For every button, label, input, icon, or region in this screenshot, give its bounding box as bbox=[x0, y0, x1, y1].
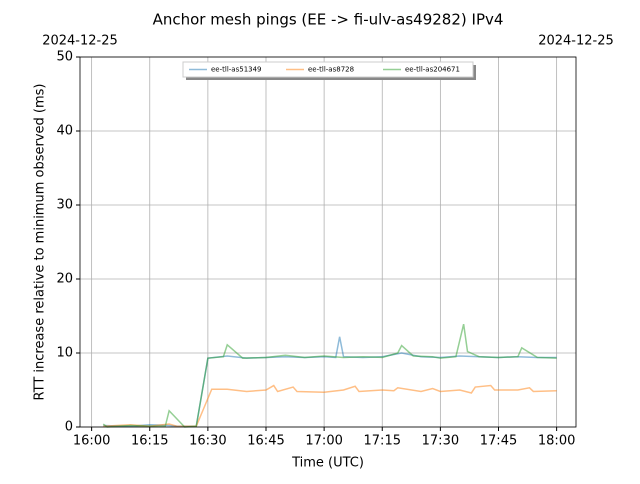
y-tick-label: 30 bbox=[56, 198, 73, 213]
chart-title: Anchor mesh pings (EE -> fi-ulv-as49282)… bbox=[153, 11, 504, 29]
y-axis-label: RTT increase relative to minimum observe… bbox=[33, 84, 48, 401]
series-line bbox=[102, 323, 557, 428]
x-tick-label: 17:00 bbox=[305, 434, 342, 449]
x-axis-label: Time (UTC) bbox=[291, 456, 364, 471]
y-tick-label: 0 bbox=[65, 420, 73, 435]
x-tick-label: 16:30 bbox=[189, 434, 226, 449]
legend-box bbox=[182, 61, 474, 78]
legend-label: ee-tll-as51349 bbox=[211, 66, 262, 74]
x-tick-label: 17:45 bbox=[480, 434, 517, 449]
x-tick-label: 17:30 bbox=[422, 434, 459, 449]
grid bbox=[80, 56, 576, 428]
y-tick-label: 40 bbox=[56, 124, 73, 139]
top-right-label: 2024-12-25 bbox=[538, 34, 614, 49]
plot-frame bbox=[79, 56, 577, 428]
y-tick-label: 10 bbox=[56, 346, 73, 361]
top-left-label: 2024-12-25 bbox=[42, 34, 118, 49]
y-tick-label: 50 bbox=[56, 50, 73, 65]
x-tick-label: 16:15 bbox=[131, 434, 168, 449]
x-tick-label: 18:00 bbox=[538, 434, 575, 449]
legend: ee-tll-as51349 ee-tll-as8728 ee-tll-as2046… bbox=[182, 61, 476, 80]
series-line bbox=[103, 384, 557, 428]
x-tick-label: 16:45 bbox=[247, 434, 284, 449]
y-tick-label: 20 bbox=[56, 272, 73, 287]
x-tick-label: 17:15 bbox=[364, 434, 401, 449]
legend-label: ee-tll-as204671 bbox=[405, 66, 460, 74]
x-tick-label: 16:00 bbox=[73, 434, 110, 449]
legend-label: ee-tll-as8728 bbox=[308, 66, 354, 74]
